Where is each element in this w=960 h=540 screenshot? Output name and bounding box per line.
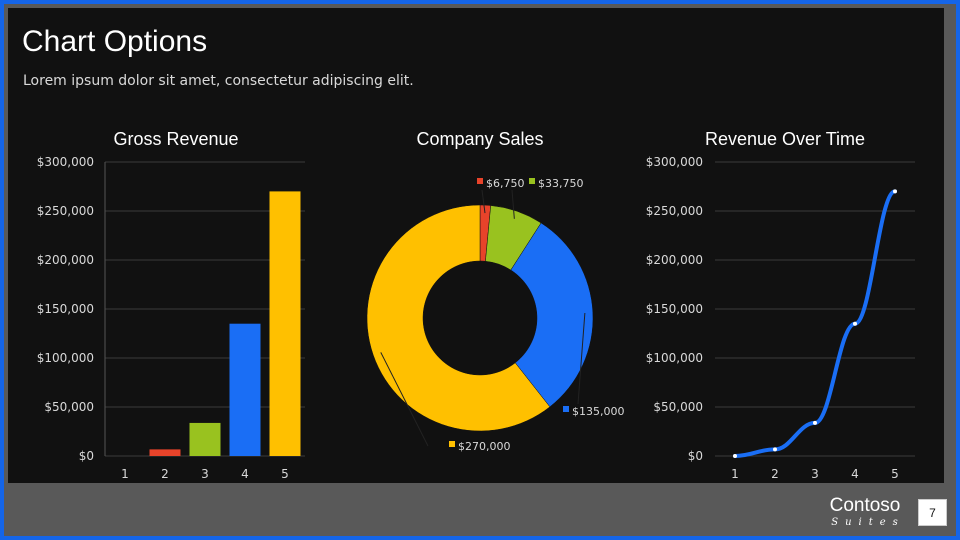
line-ytick-label: $250,000 <box>646 204 703 218</box>
line-xtick-label: 1 <box>731 467 739 481</box>
company-sales-title: Company Sales <box>416 129 543 149</box>
line-point-4 <box>853 321 857 326</box>
donut-leader-line <box>577 312 586 405</box>
line-ytick-label: $200,000 <box>646 253 703 267</box>
donut-data-label: $135,000 <box>572 405 625 418</box>
line-xtick-label: 4 <box>851 467 859 481</box>
donut-leader-line <box>511 189 515 219</box>
bar-5 <box>269 191 301 456</box>
bar-ytick-label: $0 <box>79 449 94 463</box>
line-ytick-label: $150,000 <box>646 302 703 316</box>
slide-title: Chart Options <box>22 25 208 58</box>
company-sales-chart: Company Sales $6,750 $33,750 $135,000 $270,… <box>366 129 625 453</box>
bar-ytick-label: $300,000 <box>37 155 94 169</box>
donut-legend-swatch <box>449 441 455 447</box>
bar-ytick-label: $150,000 <box>37 302 94 316</box>
page-number: 7 <box>918 499 947 526</box>
donut-slice-3 <box>366 204 551 432</box>
gross-revenue-chart: Gross Revenue $0 $50,000 $100,000 $150,000 $… <box>37 129 305 481</box>
brand-sub: Suites <box>831 517 905 528</box>
donut-data-label: $33,750 <box>538 177 584 190</box>
bar-xtick-label: 1 <box>121 467 129 481</box>
bar-ytick-label: $200,000 <box>37 253 94 267</box>
donut-slice-2 <box>510 222 594 408</box>
donut-leader-line <box>380 352 429 447</box>
bar-4 <box>229 323 261 456</box>
line-point-2 <box>773 447 777 452</box>
line-point-3 <box>813 420 817 425</box>
revenue-over-time-chart: Revenue Over Time $0 $50,000 $100,000 $150,… <box>646 129 915 481</box>
line-xtick-label: 2 <box>771 467 779 481</box>
line-ytick-label: $100,000 <box>646 351 703 365</box>
bar-xtick-label: 3 <box>201 467 209 481</box>
line-point-1 <box>733 454 737 458</box>
bar-ytick-label: $250,000 <box>37 204 94 218</box>
donut-data-label: $6,750 <box>486 177 525 190</box>
donut-data-label: $270,000 <box>458 440 511 453</box>
line-ytick-label: $0 <box>688 449 703 463</box>
bar-ytick-label: $50,000 <box>44 400 94 414</box>
line-ytick-label: $50,000 <box>653 400 703 414</box>
donut-leader-line <box>481 189 486 214</box>
gross-revenue-title: Gross Revenue <box>113 129 238 149</box>
bar-ytick-label: $100,000 <box>37 351 94 365</box>
line-xtick-label: 5 <box>891 467 899 481</box>
bar-xtick-label: 2 <box>161 467 169 481</box>
bar-xtick-label: 4 <box>241 467 249 481</box>
line-point-5 <box>893 189 897 194</box>
brand-name: Contoso <box>829 495 901 516</box>
bar-3 <box>189 422 221 456</box>
line-ytick-label: $300,000 <box>646 155 703 169</box>
revenue-over-time-title: Revenue Over Time <box>705 129 865 149</box>
revenue-line <box>733 189 897 458</box>
brand-logo: Contoso Suites <box>815 495 915 529</box>
line-xtick-label: 3 <box>811 467 819 481</box>
donut-legend-swatch <box>477 178 483 184</box>
bar-xtick-label: 5 <box>281 467 289 481</box>
slide-subtitle: Lorem ipsum dolor sit amet, consectetur … <box>23 73 414 89</box>
donut-legend-swatch <box>563 406 569 412</box>
donut-legend-swatch <box>529 178 535 184</box>
bar-2 <box>149 449 181 456</box>
